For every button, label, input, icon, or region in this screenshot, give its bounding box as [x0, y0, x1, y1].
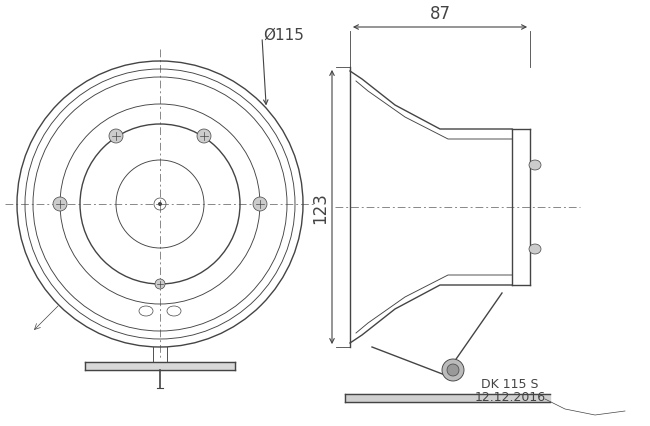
Ellipse shape — [529, 161, 541, 170]
Ellipse shape — [155, 279, 165, 289]
Ellipse shape — [197, 130, 211, 144]
Text: DK 115 S: DK 115 S — [481, 377, 539, 391]
Ellipse shape — [447, 364, 459, 376]
Ellipse shape — [529, 245, 541, 254]
Text: 12.12.2016: 12.12.2016 — [474, 391, 545, 403]
Text: Ø115: Ø115 — [263, 27, 304, 43]
Ellipse shape — [158, 202, 162, 207]
Ellipse shape — [253, 198, 267, 211]
Text: 123: 123 — [311, 192, 329, 223]
Ellipse shape — [53, 198, 67, 211]
Ellipse shape — [442, 359, 464, 381]
Text: 87: 87 — [430, 5, 450, 23]
Ellipse shape — [109, 130, 123, 144]
